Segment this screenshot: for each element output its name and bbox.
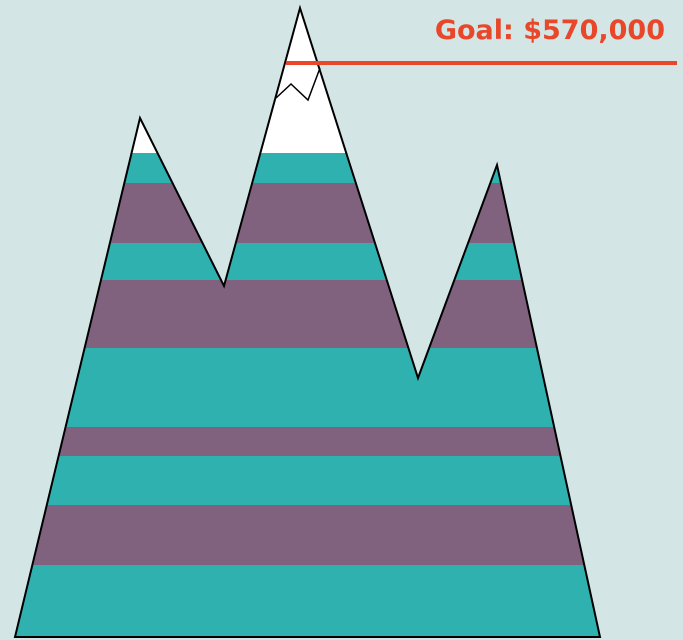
fundraising-mountain: Goal: $570,000 [0, 0, 683, 640]
band [0, 565, 683, 640]
page: {"goal": {"label": "Goal: $570,000"}} Go… [0, 0, 683, 640]
goal-label: Goal: $570,000 [435, 15, 665, 46]
